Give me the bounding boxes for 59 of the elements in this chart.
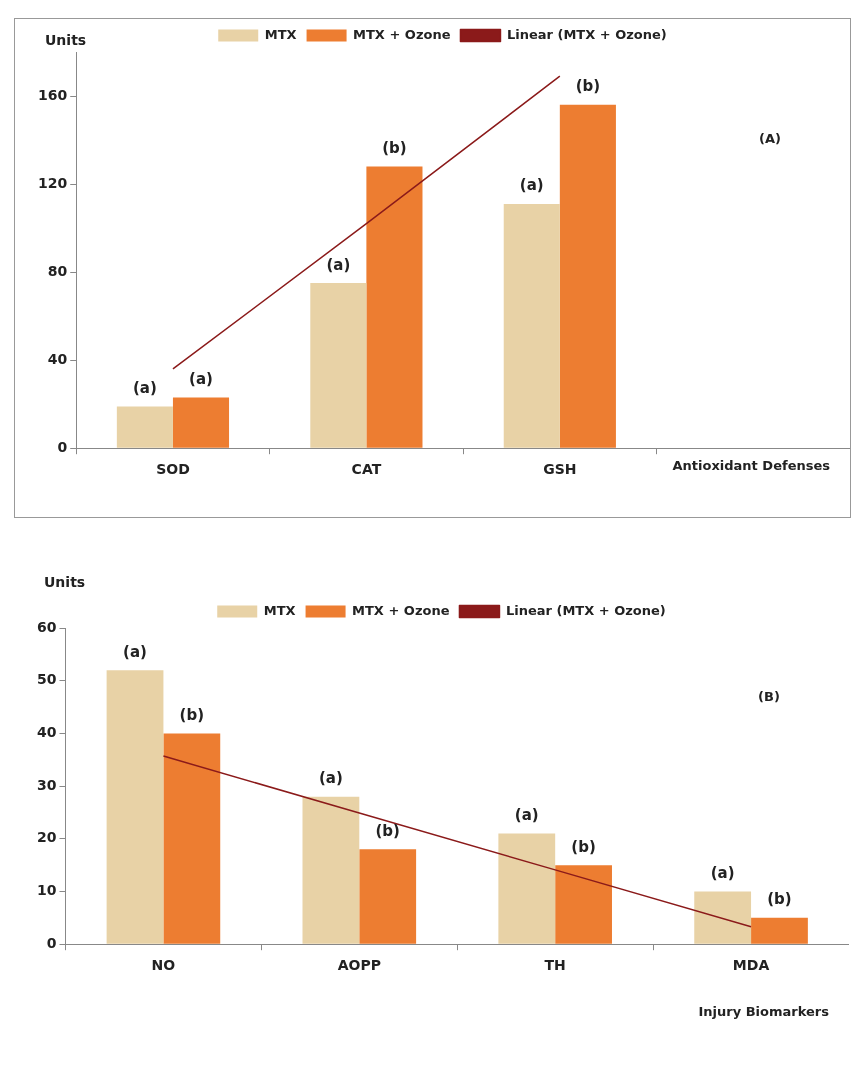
bar (106, 670, 164, 944)
bar (559, 104, 616, 448)
data-label: (b) (571, 837, 596, 856)
y-tick-label: 40 (47, 350, 68, 367)
y-tick-label: 120 (37, 174, 68, 191)
x-tick-label: GSH (543, 461, 577, 478)
annotation: (A) (759, 130, 781, 146)
legend-label: MTX + Ozone (352, 602, 450, 618)
y-tick-label: 40 (37, 724, 57, 741)
y-tick-label: 30 (37, 776, 57, 793)
data-label: (a) (326, 255, 351, 274)
bar (302, 796, 360, 944)
bar (498, 833, 556, 944)
data-label: (b) (767, 890, 792, 909)
x-tick-label: TH (544, 957, 566, 974)
legend-label: Linear (MTX + Ozone) (505, 602, 666, 618)
x-axis-title: Antioxidant Defenses (672, 458, 831, 474)
data-label: (a) (318, 769, 343, 788)
data-label: (b) (382, 138, 407, 157)
y-tick-label: 0 (57, 438, 68, 455)
legend-label: MTX + Ozone (353, 26, 451, 42)
data-label: (a) (519, 176, 544, 195)
x-tick-label: SOD (156, 461, 190, 478)
y-tick-label: 80 (47, 262, 68, 279)
bar (503, 203, 560, 448)
data-label: (a) (123, 642, 147, 661)
data-label: (b) (575, 77, 601, 96)
y-tick-label: 60 (37, 618, 57, 635)
data-label: (a) (514, 805, 539, 824)
x-tick-label: AOPP (337, 957, 381, 974)
x-tick-label: CAT (351, 461, 382, 478)
legend-label: MTX (263, 602, 296, 618)
y-axis-title: Units (44, 573, 86, 590)
data-label: (a) (132, 378, 157, 397)
x-axis-title: Injury Biomarkers (698, 1004, 830, 1020)
legend-label: Linear (MTX + Ozone) (506, 26, 667, 42)
y-tick-label: 20 (37, 829, 57, 846)
bar (310, 283, 367, 448)
bar (359, 849, 417, 944)
y-tick-label: 50 (37, 671, 57, 688)
bar (172, 397, 230, 448)
data-label: (a) (710, 863, 735, 882)
bar (694, 891, 752, 944)
bar (555, 865, 612, 944)
y-tick-label: 0 (46, 934, 57, 951)
x-tick-label: NO (151, 957, 176, 974)
x-tick-label: MDA (732, 957, 770, 974)
legend-label: MTX (264, 26, 297, 42)
data-label: (b) (179, 705, 205, 724)
bar (366, 166, 423, 448)
y-axis-title: Units (45, 31, 87, 48)
annotation: (B) (758, 688, 780, 704)
bar (751, 917, 808, 944)
data-label: (b) (375, 821, 400, 840)
data-label: (a) (189, 369, 213, 388)
y-tick-label: 160 (37, 86, 68, 103)
bar (116, 406, 173, 448)
bar (163, 733, 221, 944)
y-tick-label: 10 (37, 882, 57, 899)
